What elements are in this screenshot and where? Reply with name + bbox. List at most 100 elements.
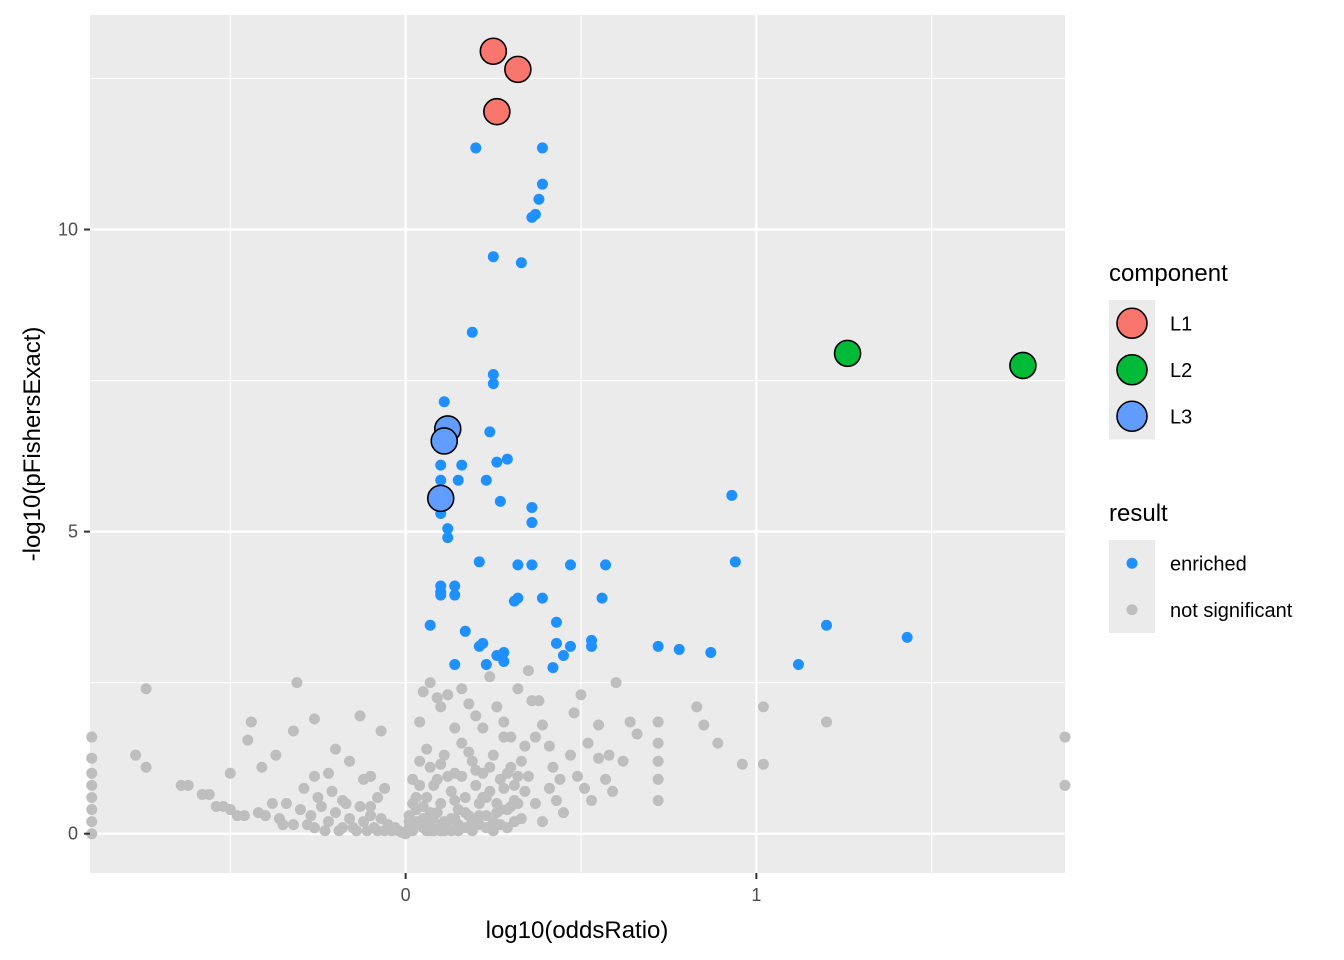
y-axis-title: -log10(pFishersExact) <box>19 327 46 562</box>
y-tick-label: 5 <box>68 522 78 542</box>
data-point <box>456 737 468 749</box>
data-point <box>245 716 257 728</box>
data-point <box>652 755 664 767</box>
data-point <box>435 798 447 810</box>
data-point <box>792 659 804 671</box>
data-point <box>498 782 510 794</box>
data-point <box>491 456 503 468</box>
data-point <box>140 761 152 773</box>
data-point <box>224 767 236 779</box>
legend-label: L2 <box>1170 360 1192 382</box>
data-point <box>449 659 461 671</box>
legend-label: not significant <box>1170 600 1293 622</box>
data-point <box>294 804 306 816</box>
data-point <box>449 813 461 825</box>
data-point <box>140 683 152 695</box>
data-point <box>456 459 468 471</box>
data-point <box>308 822 320 834</box>
data-point <box>291 677 303 689</box>
data-point <box>459 791 471 803</box>
x-tick-label: 0 <box>401 885 411 905</box>
data-point <box>554 773 566 785</box>
data-point <box>403 816 415 828</box>
legend-key-background <box>1109 540 1155 633</box>
data-point <box>86 752 98 764</box>
data-point <box>424 807 436 819</box>
data-point <box>459 807 471 819</box>
data-point <box>308 713 320 725</box>
data-point <box>547 761 559 773</box>
data-point <box>414 755 426 767</box>
data-point <box>536 592 548 604</box>
data-point <box>550 794 562 806</box>
component-point <box>504 55 532 84</box>
data-point <box>86 779 98 791</box>
data-point <box>256 761 268 773</box>
data-point <box>572 770 583 782</box>
data-point <box>736 758 748 770</box>
data-point <box>365 810 377 822</box>
data-point <box>501 453 513 465</box>
data-point <box>445 785 457 797</box>
legend-title: component <box>1109 260 1228 287</box>
component-point <box>833 339 862 368</box>
data-point <box>526 517 538 529</box>
data-point <box>821 716 833 728</box>
data-point <box>631 728 643 740</box>
data-point <box>533 193 545 205</box>
data-point <box>582 737 594 749</box>
data-point <box>536 816 548 828</box>
data-point <box>442 523 454 535</box>
data-point <box>610 677 622 689</box>
y-tick-label: 0 <box>68 824 78 844</box>
data-point <box>428 779 440 791</box>
legend-key-L2 <box>1116 353 1148 386</box>
data-point <box>315 801 327 813</box>
data-point <box>477 722 489 734</box>
data-point <box>519 785 531 797</box>
data-point <box>130 749 142 761</box>
legend-key-L1 <box>1116 307 1148 340</box>
data-point <box>512 683 524 695</box>
grid <box>90 15 1065 873</box>
series-L2 <box>833 339 1037 380</box>
data-point <box>512 559 524 571</box>
data-point <box>442 532 454 544</box>
data-point <box>86 828 98 840</box>
series-L3 <box>426 415 462 513</box>
data-point <box>515 257 527 269</box>
data-point <box>280 798 292 810</box>
data-point <box>438 749 450 761</box>
data-point <box>466 326 478 338</box>
data-point <box>242 734 254 746</box>
data-point <box>417 686 429 698</box>
data-point <box>270 749 282 761</box>
data-point <box>536 142 548 154</box>
data-point <box>319 825 331 837</box>
data-point <box>522 665 534 677</box>
data-point <box>203 788 215 800</box>
data-point <box>372 791 384 803</box>
data-point <box>529 731 541 743</box>
legend-label: L1 <box>1170 313 1192 335</box>
data-point <box>354 710 366 722</box>
data-point <box>435 701 447 713</box>
data-point <box>494 495 506 507</box>
data-point <box>308 770 320 782</box>
data-point <box>501 767 513 779</box>
data-point <box>498 716 510 728</box>
data-point <box>901 631 913 643</box>
data-point <box>508 816 520 828</box>
data-point <box>442 770 454 782</box>
data-point <box>508 595 520 607</box>
data-point <box>466 755 478 767</box>
data-point <box>564 559 576 571</box>
data-point <box>596 592 608 604</box>
data-point <box>533 695 545 707</box>
legend-label: L3 <box>1170 406 1192 428</box>
data-point <box>526 501 538 513</box>
data-point <box>729 556 741 568</box>
data-point <box>519 740 531 752</box>
data-point <box>182 779 194 791</box>
